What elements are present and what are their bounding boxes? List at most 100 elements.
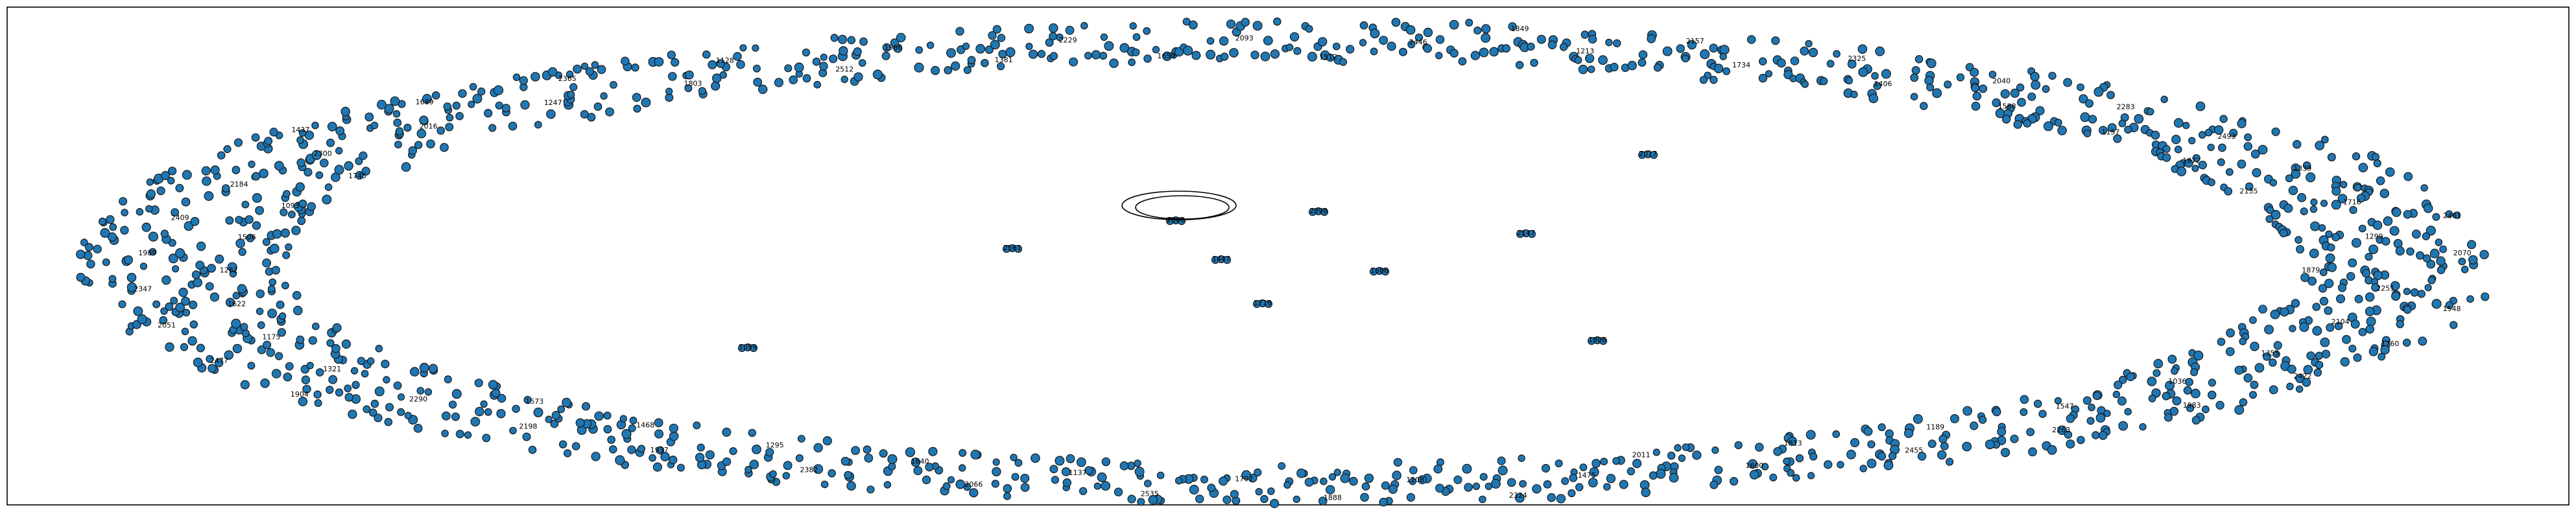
graph-node (665, 87, 673, 95)
graph-node (118, 300, 126, 308)
graph-node (1206, 37, 1215, 45)
graph-node (752, 445, 761, 454)
graph-node (2219, 115, 2228, 123)
graph-node (955, 479, 965, 489)
graph-node (121, 209, 128, 216)
graph-node (381, 359, 390, 369)
graph-node (260, 378, 270, 388)
graph-node (2417, 290, 2426, 298)
graph-node (252, 192, 262, 203)
graph-node (175, 183, 184, 192)
graph-node (2265, 215, 2274, 224)
graph-node (1473, 26, 1482, 35)
graph-node (632, 93, 641, 102)
graph-node (2207, 143, 2215, 152)
graph-node (444, 375, 452, 384)
graph-node (1370, 47, 1378, 56)
node-label: 1189 (1926, 423, 1944, 432)
graph-node (1119, 461, 1129, 471)
node-label: 1888 (1324, 493, 1342, 502)
node-label: 2325 (1848, 54, 1866, 63)
graph-node (830, 34, 839, 42)
graph-node (851, 446, 860, 455)
graph-node (2439, 245, 2448, 253)
graph-node (1143, 27, 1151, 35)
graph-node (272, 229, 282, 239)
graph-node (1340, 473, 1350, 483)
graph-node (1656, 469, 1666, 479)
graph-node (1807, 472, 1815, 480)
graph-node (2169, 406, 2179, 416)
node-label: 2477 (210, 356, 228, 365)
graph-node (2423, 203, 2433, 213)
graph-node (797, 435, 805, 443)
graph-node (2258, 305, 2267, 314)
graph-node (1580, 30, 1589, 39)
graph-node (580, 110, 589, 119)
graph-node (654, 57, 664, 67)
graph-node (181, 296, 191, 306)
graph-node (1387, 41, 1396, 51)
graph-node (1652, 448, 1660, 456)
graph-node (2038, 410, 2047, 418)
node-label: 1734 (1732, 61, 1750, 69)
graph-node (996, 62, 1005, 71)
graph-node (1143, 54, 1152, 63)
graph-node (350, 367, 359, 375)
graph-node (1485, 482, 1493, 491)
graph-node (178, 287, 188, 297)
graph-node (991, 480, 999, 488)
node-label: 1689 (416, 98, 434, 106)
graph-node (2226, 328, 2236, 338)
graph-node (2426, 259, 2436, 269)
node-label: 1872 (2182, 157, 2200, 165)
graph-node (363, 405, 371, 413)
graph-node (2198, 161, 2207, 170)
graph-node (2372, 220, 2383, 230)
graph-node (2300, 273, 2310, 283)
node-label: 1321 (323, 365, 341, 373)
graph-node (426, 139, 435, 149)
graph-node (1850, 437, 1860, 447)
node-label: 1573 (525, 397, 543, 406)
graph-node (1627, 467, 1635, 476)
graph-node (1409, 478, 1416, 485)
graph-node (1207, 483, 1216, 493)
graph-node (2318, 224, 2326, 232)
graph-node (409, 367, 420, 377)
graph-node (2162, 145, 2171, 153)
graph-node (1536, 34, 1546, 44)
graph-node (1076, 457, 1086, 467)
graph-node (872, 69, 883, 80)
graph-node (752, 44, 759, 52)
graph-node (1465, 19, 1473, 27)
graph-node (156, 186, 165, 195)
graph-node (557, 405, 566, 413)
graph-node (2185, 378, 2194, 386)
graph-node (1801, 80, 1809, 88)
graph-node (1541, 463, 1551, 473)
graph-node (2215, 401, 2224, 410)
graph-node (1423, 27, 1433, 38)
node-label: 2135 (2239, 187, 2258, 196)
graph-node (1132, 48, 1140, 56)
graph-node (508, 121, 518, 131)
graph-node (2254, 363, 2265, 373)
graph-node (189, 300, 198, 309)
graph-node (424, 388, 433, 396)
graph-node (2106, 91, 2115, 100)
graph-node (2244, 133, 2252, 141)
graph-node (167, 176, 175, 185)
graph-node (268, 278, 277, 286)
graph-node (2410, 288, 2419, 297)
graph-node (1508, 22, 1517, 31)
graph-node (558, 440, 567, 448)
graph-node (304, 168, 313, 177)
graph-node (1711, 446, 1719, 454)
graph-node (2028, 447, 2037, 457)
graph-node (2164, 413, 2173, 422)
graph-node (1956, 73, 1965, 82)
graph-node (2350, 320, 2360, 329)
graph-node (413, 424, 423, 433)
graph-node (246, 233, 255, 242)
